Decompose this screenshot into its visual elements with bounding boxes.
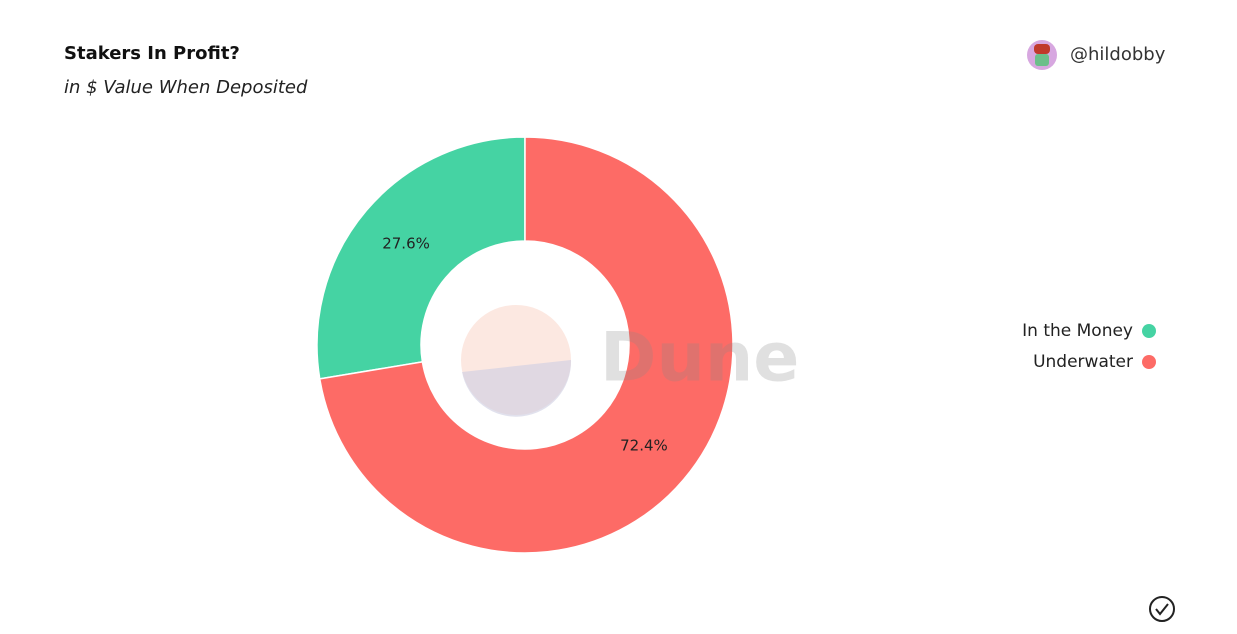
- legend-swatch: [1142, 355, 1156, 369]
- legend-swatch: [1142, 324, 1156, 338]
- watermark-text: Dune: [600, 319, 799, 398]
- legend-label: In the Money: [1022, 321, 1133, 341]
- donut: 27.6% 72.4%: [316, 136, 734, 554]
- author-name[interactable]: @hildobby: [1070, 44, 1166, 65]
- author-avatar: [1027, 40, 1057, 70]
- check-icon[interactable]: [1149, 596, 1175, 622]
- watermark: Dune: [461, 305, 799, 417]
- legend: In the Money Underwater: [1022, 321, 1156, 372]
- slice: [316, 136, 526, 380]
- value-label: 72.4%: [620, 436, 668, 454]
- chart-title: Stakers In Profit?: [64, 43, 240, 64]
- value-label: 27.6%: [382, 235, 430, 253]
- chart-subtitle: in $ Value When Deposited: [64, 77, 308, 98]
- legend-label: Underwater: [1033, 352, 1133, 372]
- slice: [318, 136, 734, 554]
